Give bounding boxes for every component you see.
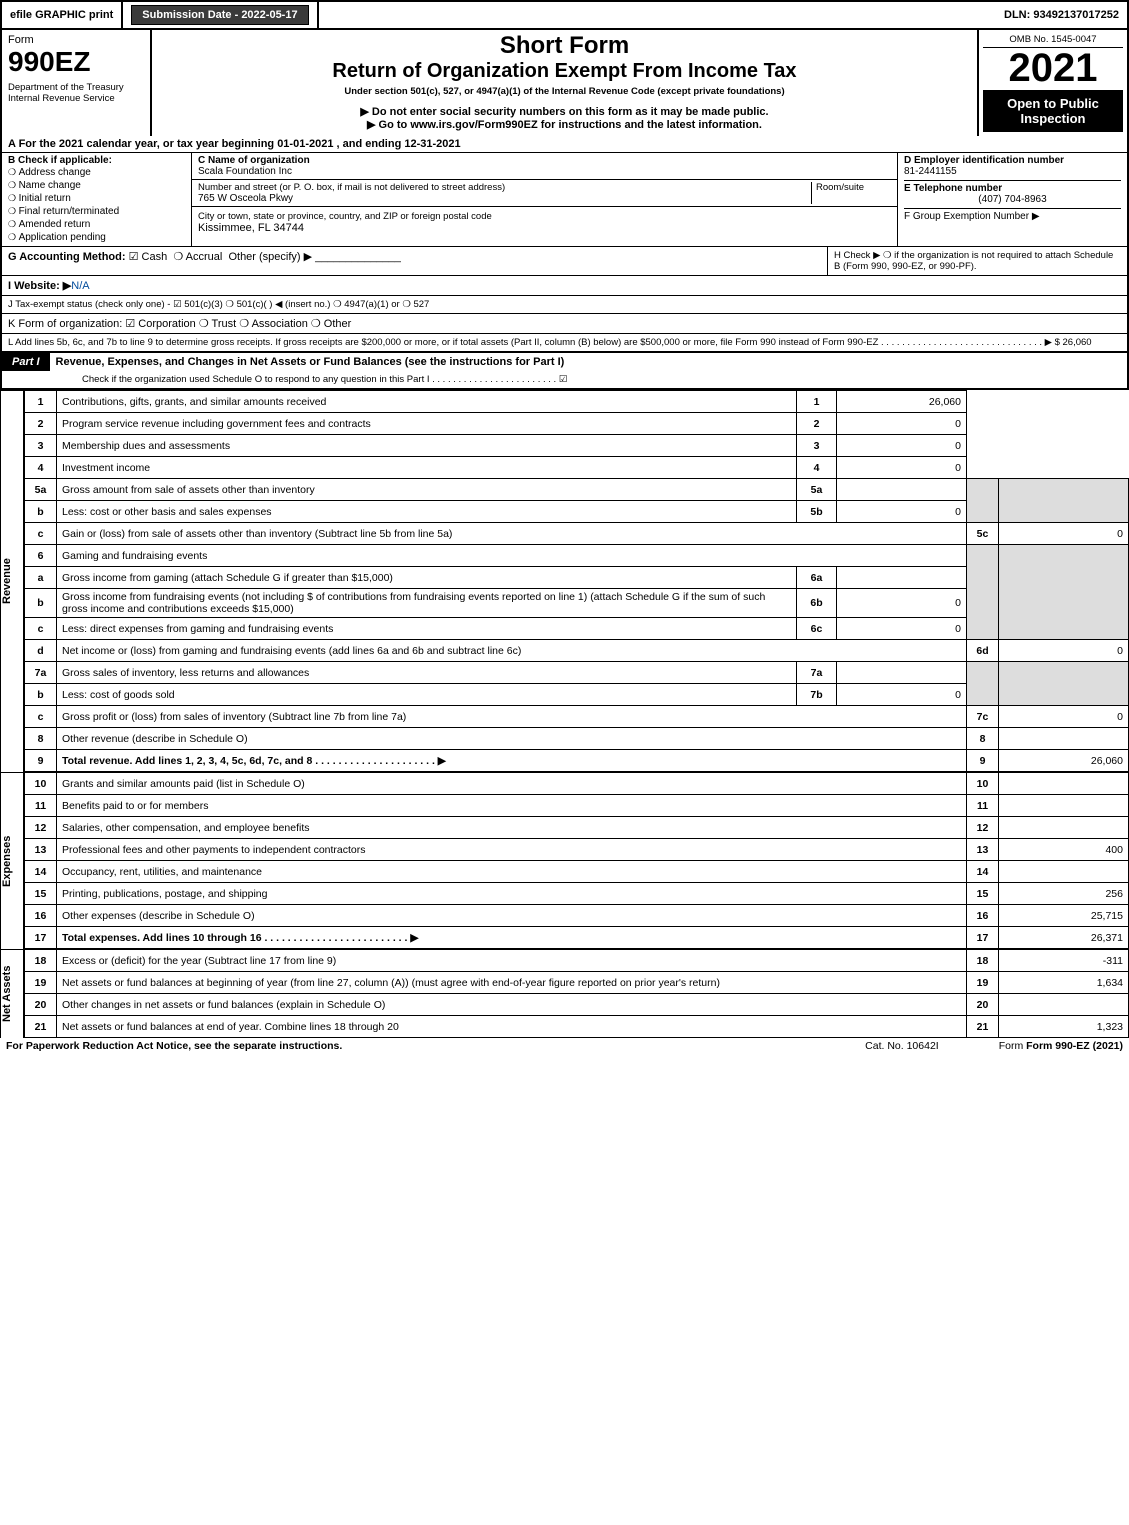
row-4: Investment income <box>57 457 797 479</box>
form-word: Form <box>8 34 144 46</box>
part1-title: Revenue, Expenses, and Changes in Net As… <box>50 353 1127 371</box>
ein-label: D Employer identification number <box>904 155 1064 166</box>
goto-link[interactable]: ▶ Go to www.irs.gov/Form990EZ for instru… <box>160 118 969 131</box>
addr-label: Number and street (or P. O. box, if mail… <box>198 182 505 193</box>
subtitle: Under section 501(c), 527, or 4947(a)(1)… <box>160 86 969 97</box>
org-name: Scala Foundation Inc <box>198 166 292 177</box>
row-5a: Gross amount from sale of assets other t… <box>57 479 797 501</box>
chk-address-change[interactable]: Address change <box>8 166 185 179</box>
form-number: 990EZ <box>8 46 144 78</box>
city-label: City or town, state or province, country… <box>198 211 492 222</box>
org-address: 765 W Osceola Pkwy <box>198 193 293 204</box>
line-l: L Add lines 5b, 6c, and 7b to line 9 to … <box>2 333 1127 351</box>
b-label: B Check if applicable: <box>8 155 112 166</box>
box-b: B Check if applicable: Address change Na… <box>2 153 192 246</box>
row-9: Total revenue. Add lines 1, 2, 3, 4, 5c,… <box>57 750 967 772</box>
other-specify: Other (specify) ▶ <box>228 251 312 263</box>
room-suite: Room/suite <box>811 182 891 204</box>
group-exemption: F Group Exemption Number ▶ <box>904 211 1040 222</box>
chk-final-return[interactable]: Final return/terminated <box>8 205 185 218</box>
website-link[interactable]: N/A <box>71 280 89 292</box>
row-17: Total expenses. Add lines 10 through 16 … <box>57 927 967 949</box>
row-1: Contributions, gifts, grants, and simila… <box>57 391 797 413</box>
line-j: J Tax-exempt status (check only one) - ☑… <box>2 295 1127 313</box>
row-7a: Gross sales of inventory, less returns a… <box>57 662 797 684</box>
part1-check: Check if the organization used Schedule … <box>2 371 1127 388</box>
row-8: Other revenue (describe in Schedule O) <box>57 728 967 750</box>
short-form-title: Short Form <box>160 32 969 60</box>
row-14: Occupancy, rent, utilities, and maintena… <box>57 861 967 883</box>
row-5b: Less: cost or other basis and sales expe… <box>57 501 797 523</box>
part1: Part I Revenue, Expenses, and Changes in… <box>0 353 1129 390</box>
chk-accrual[interactable]: Accrual <box>173 251 222 263</box>
main-title: Return of Organization Exempt From Incom… <box>160 60 969 83</box>
part1-table: Revenue 1Contributions, gifts, grants, a… <box>0 390 1129 772</box>
line-g: G Accounting Method: Cash Accrual Other … <box>2 247 827 275</box>
row-6a: Gross income from gaming (attach Schedul… <box>57 567 797 589</box>
row-12: Salaries, other compensation, and employ… <box>57 817 967 839</box>
chk-application-pending[interactable]: Application pending <box>8 231 185 244</box>
c-label: C Name of organization <box>198 155 310 166</box>
tax-year: 2021 <box>983 48 1123 88</box>
top-bar: efile GRAPHIC print Submission Date - 20… <box>0 0 1129 30</box>
open-inspection: Open to Public Inspection <box>983 90 1123 132</box>
row-6: Gaming and fundraising events <box>57 545 967 567</box>
row-6b: Gross income from fundraising events (no… <box>57 589 797 618</box>
row-10: Grants and similar amounts paid (list in… <box>57 773 967 795</box>
row-15: Printing, publications, postage, and shi… <box>57 883 967 905</box>
netassets-label: Net Assets <box>0 949 24 1038</box>
row-19: Net assets or fund balances at beginning… <box>57 972 967 994</box>
submission-date: Submission Date - 2022-05-17 <box>123 2 318 28</box>
page-footer: For Paperwork Reduction Act Notice, see … <box>0 1038 1129 1054</box>
chk-cash[interactable]: Cash <box>129 251 168 263</box>
form-ref: Form Form 990-EZ (2021) <box>999 1040 1123 1052</box>
expenses-label: Expenses <box>0 772 24 949</box>
entity-section: A For the 2021 calendar year, or tax yea… <box>0 136 1129 353</box>
expenses-table: Expenses 10Grants and similar amounts pa… <box>0 772 1129 949</box>
part1-tab: Part I <box>2 353 50 371</box>
line-i: I Website: ▶N/A <box>2 275 1127 295</box>
row-13: Professional fees and other payments to … <box>57 839 967 861</box>
cat-number: Cat. No. 10642I <box>865 1040 939 1052</box>
row-2: Program service revenue including govern… <box>57 413 797 435</box>
line-h: H Check ▶ ❍ if the organization is not r… <box>827 247 1127 275</box>
row-7c: Gross profit or (loss) from sales of inv… <box>57 706 967 728</box>
revenue-label: Revenue <box>0 390 24 772</box>
line-k: K Form of organization: ☑ Corporation ❍ … <box>2 313 1127 333</box>
phone-value: (407) 704-8963 <box>904 194 1121 205</box>
box-c: C Name of organizationScala Foundation I… <box>192 153 897 246</box>
ssn-warning: ▶ Do not enter social security numbers o… <box>160 105 969 118</box>
netassets-table: Net Assets 18Excess or (deficit) for the… <box>0 949 1129 1038</box>
row-6d: Net income or (loss) from gaming and fun… <box>57 640 967 662</box>
chk-name-change[interactable]: Name change <box>8 179 185 192</box>
paperwork-notice: For Paperwork Reduction Act Notice, see … <box>6 1040 342 1052</box>
row-20: Other changes in net assets or fund bala… <box>57 994 967 1016</box>
org-city: Kissimmee, FL 34744 <box>198 222 304 234</box>
phone-label: E Telephone number <box>904 183 1002 194</box>
chk-amended-return[interactable]: Amended return <box>8 218 185 231</box>
efile-label: efile GRAPHIC print <box>2 2 123 28</box>
row-21: Net assets or fund balances at end of ye… <box>57 1016 967 1038</box>
line-a: A For the 2021 calendar year, or tax yea… <box>2 136 1127 153</box>
dept-label: Department of the Treasury Internal Reve… <box>8 82 144 104</box>
row-18: Excess or (deficit) for the year (Subtra… <box>57 950 967 972</box>
row-3: Membership dues and assessments <box>57 435 797 457</box>
row-5c: Gain or (loss) from sale of assets other… <box>57 523 967 545</box>
row-11: Benefits paid to or for members <box>57 795 967 817</box>
form-header: Form 990EZ Department of the Treasury In… <box>0 30 1129 136</box>
chk-initial-return[interactable]: Initial return <box>8 192 185 205</box>
dln: DLN: 93492137017252 <box>996 2 1127 28</box>
ein-value: 81-2441155 <box>904 166 957 177</box>
row-7b: Less: cost of goods sold <box>57 684 797 706</box>
row-6c: Less: direct expenses from gaming and fu… <box>57 618 797 640</box>
box-d-e-f: D Employer identification number 81-2441… <box>897 153 1127 246</box>
row-16: Other expenses (describe in Schedule O) <box>57 905 967 927</box>
